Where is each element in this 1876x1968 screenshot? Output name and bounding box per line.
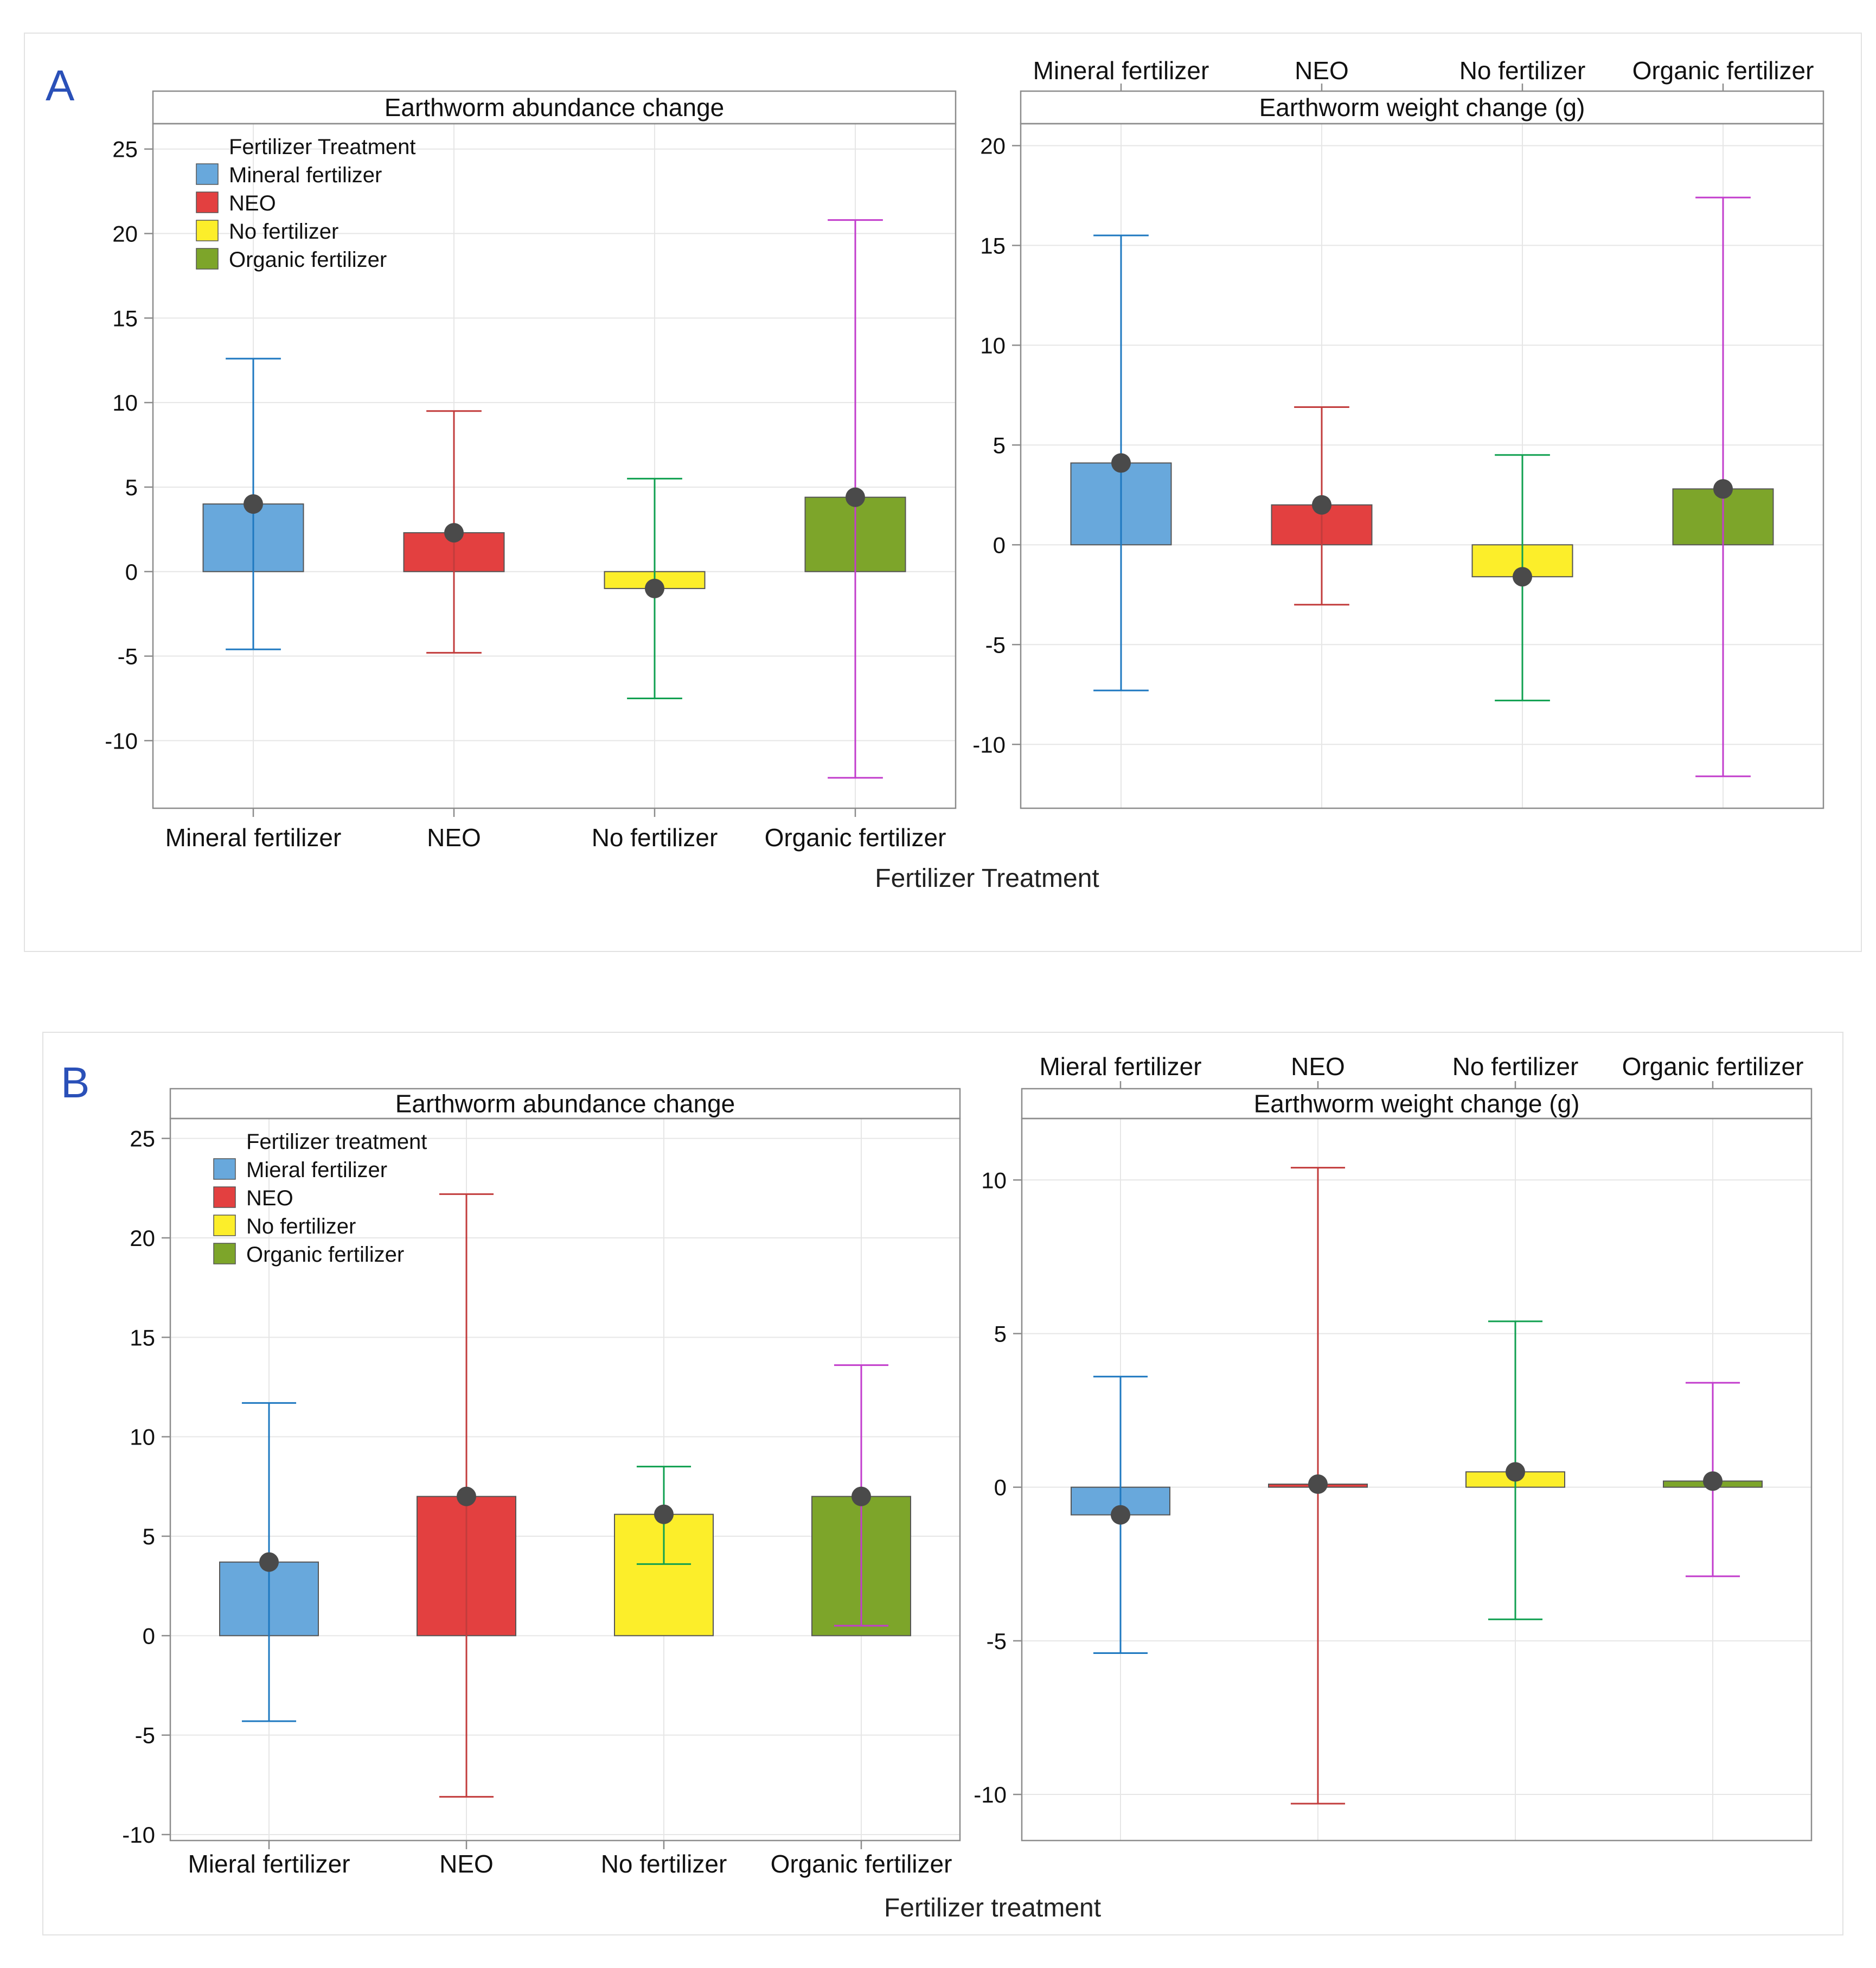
y-tick-label: 20: [112, 221, 138, 247]
panel-a-x-axis-title: Fertilizer Treatment: [875, 864, 1099, 893]
mean-dot: [846, 487, 865, 507]
mean-dot: [1713, 479, 1733, 499]
y-tick-label: 15: [130, 1325, 155, 1350]
legend-title: Fertilizer treatment: [246, 1130, 427, 1154]
panel-header-strip: [169, 1088, 961, 1120]
panel-b-letter: B: [61, 1058, 90, 1107]
y-tick-label: 5: [993, 432, 1006, 458]
y-tick-label: 5: [143, 1524, 155, 1549]
y-tick-label: -5: [985, 632, 1006, 657]
plot-frame: [152, 123, 957, 809]
chart-A-abundance: Earthworm abundance change 25 20 15 10 5 0 -5 -1…: [105, 90, 957, 852]
plot-frame: [1021, 1117, 1813, 1842]
legend-swatch: [196, 220, 219, 241]
y-tick-label: -10: [105, 728, 138, 753]
y-tick-label: -5: [135, 1723, 155, 1748]
mean-dot: [1111, 453, 1131, 473]
x-category-label: Mineral fertilizer: [165, 823, 342, 852]
legend-label: Organic fertilizer: [229, 248, 387, 272]
legend-swatch: [213, 1215, 236, 1236]
y-tick-label: 25: [112, 137, 138, 162]
x-category-label: No fertilizer: [592, 823, 718, 852]
x-category-label: Organic fertilizer: [765, 823, 946, 852]
x-category-label: NEO: [439, 1850, 494, 1878]
y-tick-label: -10: [974, 1782, 1007, 1807]
chart-title: Earthworm abundance change: [395, 1090, 735, 1118]
panel-a-frame: [24, 33, 1862, 952]
legend-label: No fertilizer: [246, 1215, 356, 1238]
legend-swatch: [213, 1158, 236, 1180]
mean-dot: [645, 578, 664, 598]
panel-header-strip: [1021, 1088, 1813, 1120]
mean-dot: [457, 1486, 476, 1506]
legend-swatch: [196, 248, 219, 270]
plot-frame: [1020, 123, 1824, 809]
x-category-label: No fertilizer: [1459, 56, 1586, 85]
x-category-label: No fertilizer: [1452, 1052, 1579, 1081]
chart-B-weight: Earthworm weight change (g) 10 5 0 -5 -10 Mier…: [974, 1052, 1813, 1842]
mean-dot: [1703, 1471, 1723, 1491]
x-category-label: NEO: [1291, 1052, 1345, 1081]
panel-header-strip: [152, 90, 957, 125]
mean-dot: [1312, 495, 1331, 515]
legend-swatch: [213, 1186, 236, 1208]
y-tick-label: -5: [987, 1628, 1007, 1654]
chart-A-weight: Earthworm weight change (g) 20 15 10 5 0 -5 -10…: [972, 56, 1824, 809]
mean-dot: [1111, 1505, 1130, 1525]
y-tick-label: 0: [143, 1623, 155, 1648]
y-tick-label: 10: [980, 333, 1006, 358]
y-tick-label: 25: [130, 1126, 155, 1152]
legend-swatch: [213, 1243, 236, 1264]
y-tick-label: 5: [994, 1321, 1007, 1346]
x-category-label: Mieral fertilizer: [1039, 1052, 1201, 1081]
y-tick-label: 0: [993, 532, 1006, 558]
x-category-label: No fertilizer: [601, 1850, 727, 1878]
mean-dot: [851, 1486, 871, 1506]
legend-swatch: [196, 191, 219, 213]
mean-dot: [444, 523, 464, 543]
legend-label: NEO: [246, 1186, 293, 1210]
mean-dot: [1513, 567, 1532, 587]
y-tick-label: 20: [980, 133, 1006, 158]
chart-title: Earthworm weight change (g): [1254, 1090, 1580, 1118]
panel-b-x-axis-title: Fertilizer treatment: [883, 1894, 1102, 1922]
y-tick-label: 10: [112, 390, 138, 416]
mean-dot: [1308, 1474, 1328, 1494]
y-tick-label: 0: [994, 1475, 1007, 1500]
legend-label: Mieral fertilizer: [246, 1158, 387, 1182]
x-category-label: NEO: [427, 823, 481, 852]
x-category-label: Organic fertilizer: [771, 1850, 952, 1878]
chart-title: Earthworm abundance change: [385, 93, 725, 122]
chart-B-abundance: Earthworm abundance change 25 20 15 10 5 0 -5 -1…: [122, 1088, 961, 1878]
x-category-label: Mieral fertilizer: [188, 1850, 350, 1878]
y-tick-label: 10: [130, 1424, 155, 1450]
legend-label: No fertilizer: [229, 220, 338, 244]
mean-dot: [259, 1552, 279, 1572]
y-tick-label: -5: [118, 644, 138, 669]
y-tick-label: -10: [972, 732, 1006, 757]
mean-dot: [1506, 1462, 1525, 1482]
y-tick-label: 15: [980, 233, 1006, 258]
x-category-label: Organic fertilizer: [1622, 1052, 1804, 1081]
y-tick-label: 0: [125, 559, 138, 585]
y-tick-label: 10: [981, 1167, 1007, 1193]
x-category-label: NEO: [1295, 56, 1349, 85]
y-tick-label: 20: [130, 1225, 155, 1251]
x-category-label: Organic fertilizer: [1632, 56, 1814, 85]
x-category-label: Mineral fertilizer: [1033, 56, 1209, 85]
chart-title: Earthworm weight change (g): [1259, 93, 1585, 122]
legend-label: NEO: [229, 191, 276, 215]
legend-label: Organic fertilizer: [246, 1243, 404, 1267]
legend-swatch: [196, 163, 219, 185]
y-tick-label: -10: [122, 1822, 155, 1848]
panel-a-letter: A: [46, 61, 75, 110]
legend-title: Fertilizer Treatment: [229, 135, 416, 159]
y-tick-label: 5: [125, 475, 138, 500]
legend-label: Mineral fertilizer: [229, 163, 382, 187]
plot-frame: [169, 1117, 961, 1842]
y-tick-label: 15: [112, 305, 138, 331]
mean-dot: [244, 494, 263, 514]
mean-dot: [654, 1504, 674, 1524]
